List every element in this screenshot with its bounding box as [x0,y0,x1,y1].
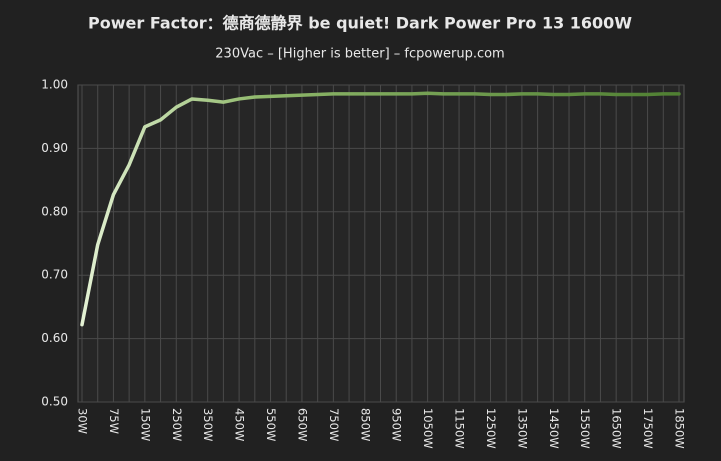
x-tick-label: 650W [295,408,309,441]
chart-title: Power Factor：德商德静界 be quiet! Dark Power … [88,14,632,33]
x-tick-label: 1550W [578,408,592,449]
x-tick-label: 1050W [421,408,435,449]
line [80,91,681,327]
y-tick-label: 0.60 [41,331,68,345]
x-tick-label: 150W [138,408,152,441]
y-tick-label: 0.70 [41,268,68,282]
x-tick-label: 30W [76,408,90,434]
x-tick-label: 1450W [547,408,561,449]
y-tick-label: 1.00 [41,78,68,92]
x-tick-label: 950W [390,408,404,441]
x-tick-label: 1850W [673,408,687,449]
x-tick-label: 850W [358,408,372,441]
y-tick-label: 0.90 [41,141,68,155]
x-tick-label: 1350W [515,408,529,449]
x-tick-label: 1650W [610,408,624,449]
x-tick-label: 1250W [484,408,498,449]
x-tick-label: 550W [264,408,278,441]
x-tick-label: 450W [233,408,247,441]
x-tick-label: 1750W [641,408,655,449]
x-tick-label: 350W [201,408,215,441]
chart-subtitle: 230Vac – [Higher is better] – fcpowerup.… [215,47,504,62]
x-tick-label: 750W [327,408,341,441]
x-tick-label: 250W [170,408,184,441]
y-tick-label: 0.50 [41,395,68,409]
x-tick-label: 75W [107,408,121,434]
y-tick-label: 0.80 [41,204,68,218]
x-tick-label: 1150W [453,408,467,449]
